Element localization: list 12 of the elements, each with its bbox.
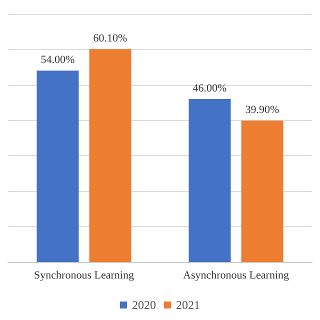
legend-label: 2020 <box>132 298 156 312</box>
bar <box>241 120 284 262</box>
x-tick-label: Synchronous Learning <box>34 270 134 282</box>
bar <box>89 49 132 262</box>
bar <box>188 99 231 262</box>
data-label: 39.90% <box>245 104 280 116</box>
legend-label: 2021 <box>176 298 200 312</box>
data-label: 46.00% <box>192 82 227 95</box>
x-tick-label: Asynchronous Learning <box>182 270 290 282</box>
bar <box>36 70 79 262</box>
data-label: 54.00% <box>40 54 75 66</box>
data-label: 60.10% <box>93 32 128 45</box>
